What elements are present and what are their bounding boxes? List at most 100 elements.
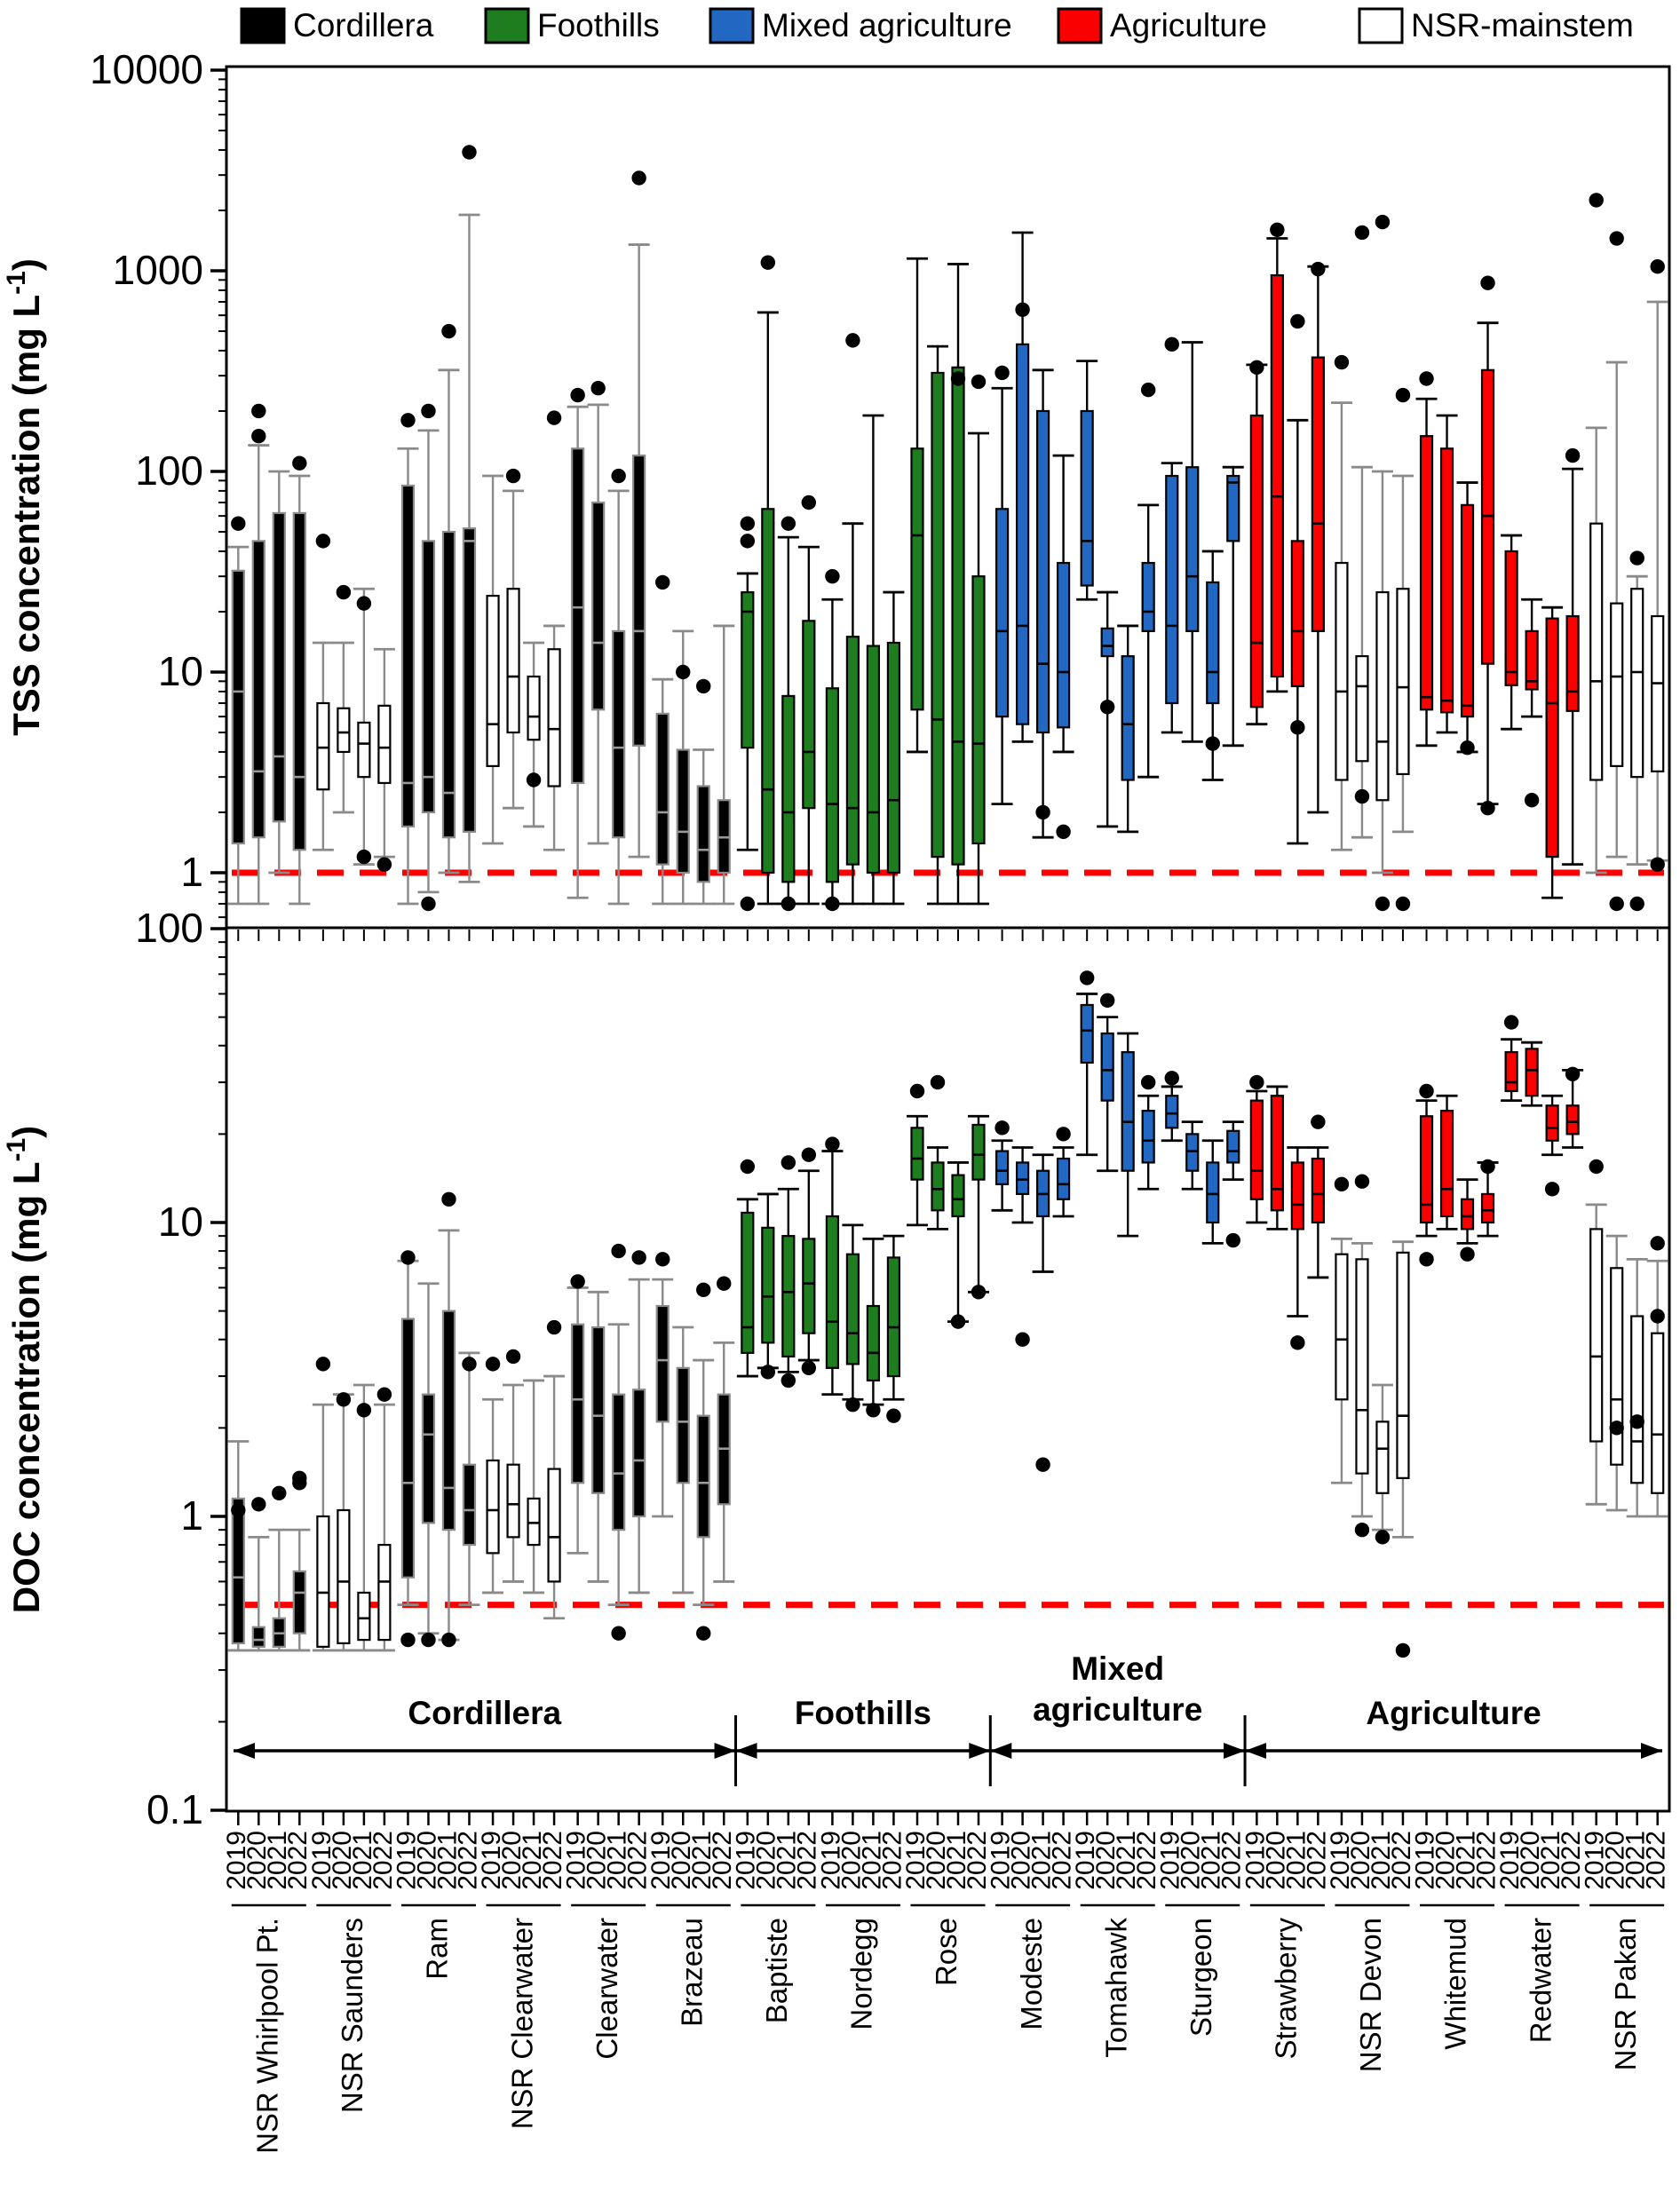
year-label: 2020 (242, 1831, 272, 1890)
box (506, 588, 520, 734)
outlier-dot (421, 896, 436, 912)
box (1504, 1050, 1518, 1093)
outlier-dot (1056, 824, 1071, 840)
outlier-dot (995, 1120, 1010, 1136)
year-label: 2021 (773, 1831, 802, 1890)
box (1015, 343, 1030, 725)
outlier-dot (696, 1282, 711, 1298)
box (1355, 1258, 1369, 1475)
year-label: 2019 (1240, 1831, 1270, 1890)
box-tss-nsr-pakan-2019 (1585, 193, 1607, 874)
year-label: 2021 (432, 1831, 462, 1890)
box (1226, 1129, 1240, 1164)
box (337, 707, 351, 754)
box-doc-sturgeon-2020 (1181, 1120, 1203, 1191)
outlier-dot (1460, 1246, 1475, 1262)
site-label: Nordegg (845, 1918, 878, 2030)
box-doc-strawberry-2022 (1307, 1114, 1329, 1279)
box-tss-baptiste-2019 (736, 516, 758, 912)
box-doc-baptiste-2019 (736, 1159, 758, 1378)
year-label: 2022 (453, 1831, 482, 1890)
year-label: 2022 (1217, 1831, 1247, 1890)
box-tss-modeste-2021 (1032, 368, 1054, 839)
outlier-dot (1565, 447, 1581, 463)
year-label: 2021 (1536, 1831, 1565, 1890)
legend: Cordillera Foothills Mixed agriculture Agri… (240, 7, 1634, 44)
outlier-dot (740, 534, 756, 549)
tss-y-axis: 10000 1000 100 10 1 (90, 46, 226, 919)
outlier-dot (717, 1276, 732, 1291)
box-tss-nsr-saunders-2019 (312, 534, 334, 851)
box (547, 1468, 561, 1583)
doc-tick-label: 10 (158, 1199, 203, 1245)
box (1480, 1192, 1495, 1224)
year-label: 2019 (477, 1831, 506, 1890)
box-doc-sturgeon-2019 (1161, 1071, 1183, 1143)
box-doc-whitemud-2021 (1456, 1178, 1478, 1262)
year-label: 2022 (1471, 1831, 1501, 1890)
year-label: 2020 (667, 1831, 696, 1890)
box-tss-nsr-whirlpool-pt--2019 (227, 516, 250, 906)
box (377, 704, 392, 785)
box-tss-nsr-whirlpool-pt--2021 (268, 470, 290, 874)
box-tss-nsr-clearwater-2020 (503, 468, 525, 810)
outlier-dot (356, 849, 372, 865)
box (1185, 466, 1200, 632)
box-tss-modeste-2020 (1011, 231, 1034, 743)
box (1206, 581, 1220, 705)
box (462, 527, 477, 833)
outlier-dot (631, 170, 646, 186)
box-tss-nsr-whirlpool-pt--2022 (289, 455, 311, 906)
arrowhead (1224, 1743, 1246, 1759)
legend-label: Agriculture (1110, 7, 1267, 44)
year-label: 2021 (603, 1831, 632, 1890)
box (802, 620, 816, 810)
tss-tick-label: 10 (158, 648, 203, 694)
outlier-dot (825, 568, 840, 584)
box (696, 785, 710, 883)
box (1015, 1161, 1030, 1196)
box (1355, 655, 1369, 763)
box-tss-clearwater-2019 (567, 387, 589, 899)
year-label: 2020 (582, 1831, 612, 1890)
year-label: 2022 (963, 1831, 992, 1890)
box (995, 508, 1010, 718)
outlier-dot (1565, 1066, 1581, 1081)
year-label: 2022 (877, 1831, 907, 1890)
outlier-dot (930, 1074, 946, 1090)
outlier-dot (485, 1357, 501, 1372)
outlier-dot (1609, 896, 1624, 912)
box-doc-ram-2020 (417, 1282, 440, 1648)
box (825, 1215, 840, 1369)
site-label: Baptiste (760, 1918, 793, 2023)
box (1525, 629, 1539, 691)
year-label: 2020 (752, 1831, 781, 1890)
box (1311, 1157, 1325, 1224)
box-tss-nordegg-2020 (842, 333, 864, 906)
box (1589, 522, 1604, 781)
box-tss-rose-2020 (927, 344, 948, 906)
box-doc-brazeau-2020 (672, 1326, 694, 1595)
box (421, 1393, 436, 1524)
site-label: Rose (930, 1918, 963, 1986)
box-tss-baptiste-2022 (797, 495, 820, 906)
box-doc-brazeau-2021 (693, 1282, 715, 1641)
site-label: Strawberry (1270, 1918, 1303, 2060)
box-doc-whitemud-2019 (1415, 1083, 1438, 1267)
year-label: 2022 (1048, 1831, 1077, 1890)
box (441, 1310, 456, 1531)
year-label: 2022 (793, 1831, 822, 1890)
box-doc-clearwater-2019 (567, 1274, 589, 1555)
box-tss-rose-2022 (968, 374, 989, 906)
box-tss-whitemud-2020 (1436, 414, 1458, 734)
box (1185, 1133, 1200, 1172)
outlier-dot (1609, 1421, 1624, 1436)
box (1035, 409, 1050, 734)
box-doc-nsr-devon-2022 (1391, 1240, 1414, 1658)
year-label: 2021 (687, 1831, 717, 1890)
box (1565, 614, 1580, 712)
box (337, 1508, 351, 1645)
outlier-dot (1419, 371, 1434, 386)
box-tss-tomahawk-2020 (1097, 590, 1119, 828)
